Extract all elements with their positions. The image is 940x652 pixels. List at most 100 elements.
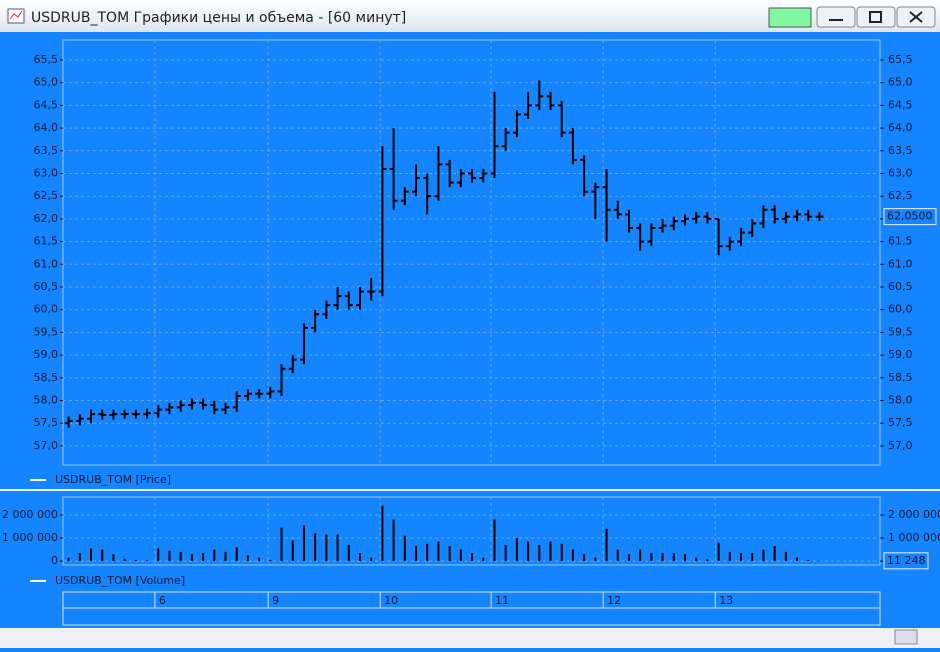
volume-bar [190, 554, 193, 562]
y-tick-label-right: 65,0 [888, 76, 913, 89]
y-tick-label-right: 1 000 000 [888, 531, 940, 544]
volume-bar [426, 543, 429, 562]
volume-bar [314, 533, 317, 562]
y-tick-label-left: 60,0 [34, 303, 59, 316]
y-tick-label-left: 63,0 [34, 166, 59, 179]
y-tick-label-right: 57,0 [888, 439, 913, 452]
volume-bar [583, 554, 586, 562]
volume-bar [213, 549, 216, 562]
y-tick-label-right: 64,0 [888, 121, 913, 134]
volume-bar [683, 554, 686, 562]
scroll-thumb[interactable] [894, 629, 918, 645]
y-tick-label-right: 61,5 [888, 235, 913, 248]
volume-bar [269, 559, 272, 562]
volume-bar [101, 549, 104, 562]
x-tick-label: 10 [384, 594, 398, 607]
volume-bar [123, 558, 126, 562]
y-tick-label-right: 64,5 [888, 98, 913, 111]
y-tick-label-left: 59,0 [34, 348, 59, 361]
volume-panel [62, 496, 881, 566]
volume-bar [112, 554, 115, 562]
volume-bar [796, 557, 799, 562]
volume-bar [504, 544, 507, 562]
volume-bar [459, 549, 462, 562]
volume-bar [146, 560, 149, 562]
y-tick-label-left: 64,0 [34, 121, 59, 134]
volume-bar [67, 557, 70, 562]
volume-bar [280, 527, 283, 562]
last-value-box [883, 208, 937, 226]
volume-bar [650, 553, 653, 562]
volume-bar [224, 551, 227, 562]
volume-bar [168, 550, 171, 562]
volume-bar [258, 557, 261, 562]
last-value-label: 62,0500 [887, 210, 933, 223]
volume-bar [202, 553, 205, 562]
volume-bar [403, 535, 406, 562]
volume-bar [392, 519, 395, 562]
volume-bar [740, 553, 743, 562]
y-tick-label-right: 62,5 [888, 189, 913, 202]
y-tick-label-left: 65,0 [34, 76, 59, 89]
y-tick-label-left: 57,0 [34, 439, 59, 452]
y-tick-label-right: 60,5 [888, 280, 913, 293]
maximize-button[interactable] [856, 6, 896, 28]
app-icon-graph [9, 10, 23, 20]
volume-bar [134, 559, 137, 562]
volume-bar [773, 546, 776, 562]
y-tick-label-right: 63,0 [888, 166, 913, 179]
y-tick-label-left: 64,5 [34, 98, 59, 111]
volume-bar [482, 557, 485, 562]
scrollbar[interactable] [0, 628, 940, 648]
volume-bar [235, 547, 238, 562]
y-tick-label-left: 59,5 [34, 325, 59, 338]
volume-bar [661, 553, 664, 562]
y-tick-label-left: 62,5 [34, 189, 59, 202]
volume-bar [415, 546, 418, 562]
volume-bar [157, 548, 160, 562]
volume-bar [381, 505, 384, 562]
volume-bar [370, 557, 373, 562]
y-tick-label-left: 60,5 [34, 280, 59, 293]
volume-bar [627, 554, 630, 562]
volume-bar [695, 557, 698, 562]
last-value-box [883, 552, 929, 570]
volume-bar [493, 519, 496, 562]
volume-bar [807, 559, 810, 562]
x-tick-label: 12 [607, 594, 621, 607]
volume-bar [717, 542, 720, 562]
volume-bar [448, 546, 451, 562]
link-button[interactable] [768, 7, 812, 28]
volume-bar [706, 559, 709, 562]
y-tick-label-right: 60,0 [888, 303, 913, 316]
volume-bar [302, 525, 305, 562]
y-tick-label-right: 65,5 [888, 53, 913, 66]
last-value-label: 11 248 [887, 554, 926, 567]
y-tick-label-left: 58,0 [34, 394, 59, 407]
x-tick-label: 13 [719, 594, 733, 607]
volume-bar [78, 553, 81, 562]
volume-bar [325, 534, 328, 562]
x-tick-label: 9 [272, 594, 279, 607]
volume-bar [616, 549, 619, 562]
volume-bar [751, 553, 754, 562]
minimize-button[interactable] [816, 6, 856, 28]
volume-bar [818, 560, 821, 562]
y-tick-label-left: 58,5 [34, 371, 59, 384]
y-tick-label-left: 61,0 [34, 257, 59, 270]
volume-bar [594, 557, 597, 562]
y-tick-label-right: 59,0 [888, 348, 913, 361]
y-tick-label-right: 61,0 [888, 257, 913, 270]
volume-bar [672, 553, 675, 562]
y-tick-label-left: 57,5 [34, 416, 59, 429]
volume-bar [358, 553, 361, 562]
y-tick-label-left: 1 000 000 [2, 531, 58, 544]
price-panel [62, 39, 881, 466]
x-tick-label: 6 [159, 594, 166, 607]
y-tick-label-right: 59,5 [888, 325, 913, 338]
y-tick-label-left: 63,5 [34, 144, 59, 157]
volume-bar [90, 548, 93, 562]
y-tick-label-left: 62,0 [34, 212, 59, 225]
